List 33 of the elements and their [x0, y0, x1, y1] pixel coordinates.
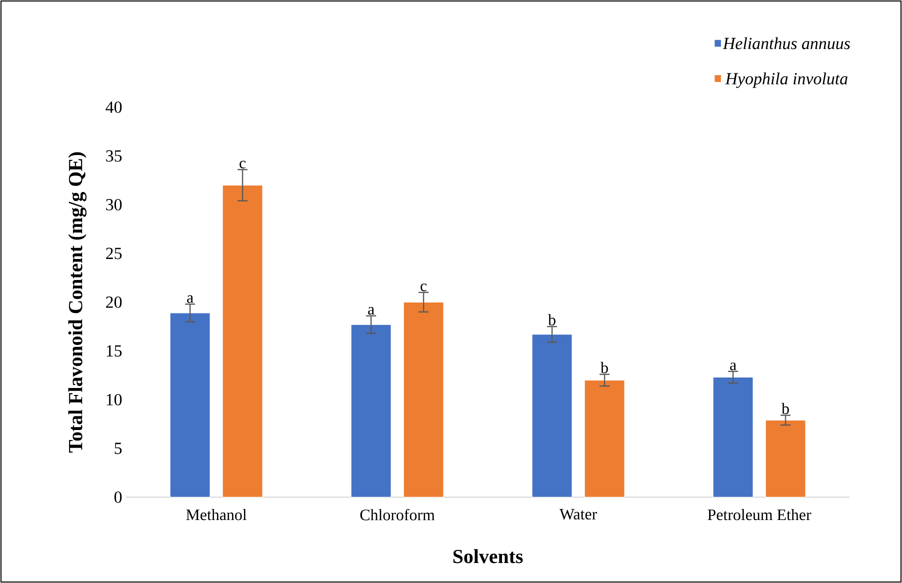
y-tick-label: 30: [106, 198, 122, 210]
x-axis-title: Solvents: [453, 549, 523, 564]
bar: [765, 420, 806, 498]
legend-label: Hyophila involuta: [725, 72, 848, 88]
x-tick-label: Methanol: [186, 508, 247, 520]
legend-label: Helianthus annuus: [722, 37, 850, 50]
y-tick-label: 10: [106, 394, 122, 406]
y-axis-title: Total Flavonoid Content (mg/g QE): [68, 152, 86, 453]
bar: [532, 334, 572, 498]
y-tick-label: 35: [106, 150, 122, 162]
y-tick-label: 0: [114, 491, 122, 503]
x-tick-label: Petroleum Ether: [708, 508, 812, 520]
data-label: c: [240, 160, 246, 168]
y-tick-label: 25: [106, 248, 122, 260]
bar: [222, 184, 263, 498]
bar: [403, 302, 444, 498]
bar: [712, 376, 754, 498]
bar: [170, 312, 210, 498]
bar: [584, 380, 625, 498]
data-label: b: [600, 362, 608, 374]
bar: [350, 324, 392, 498]
x-tick-label: Chloroform: [360, 508, 435, 520]
data-label: b: [548, 314, 556, 326]
data-label: c: [420, 284, 427, 292]
y-tick-label: 5: [114, 442, 122, 454]
y-tick-label: 40: [106, 101, 122, 113]
x-tick-label: Water: [559, 508, 598, 520]
data-label: a: [368, 306, 374, 315]
y-tick-label: 20: [106, 296, 122, 308]
data-label: a: [187, 295, 194, 303]
y-tick-label: 15: [106, 345, 122, 357]
data-label: b: [782, 402, 789, 414]
data-label: a: [730, 362, 736, 370]
